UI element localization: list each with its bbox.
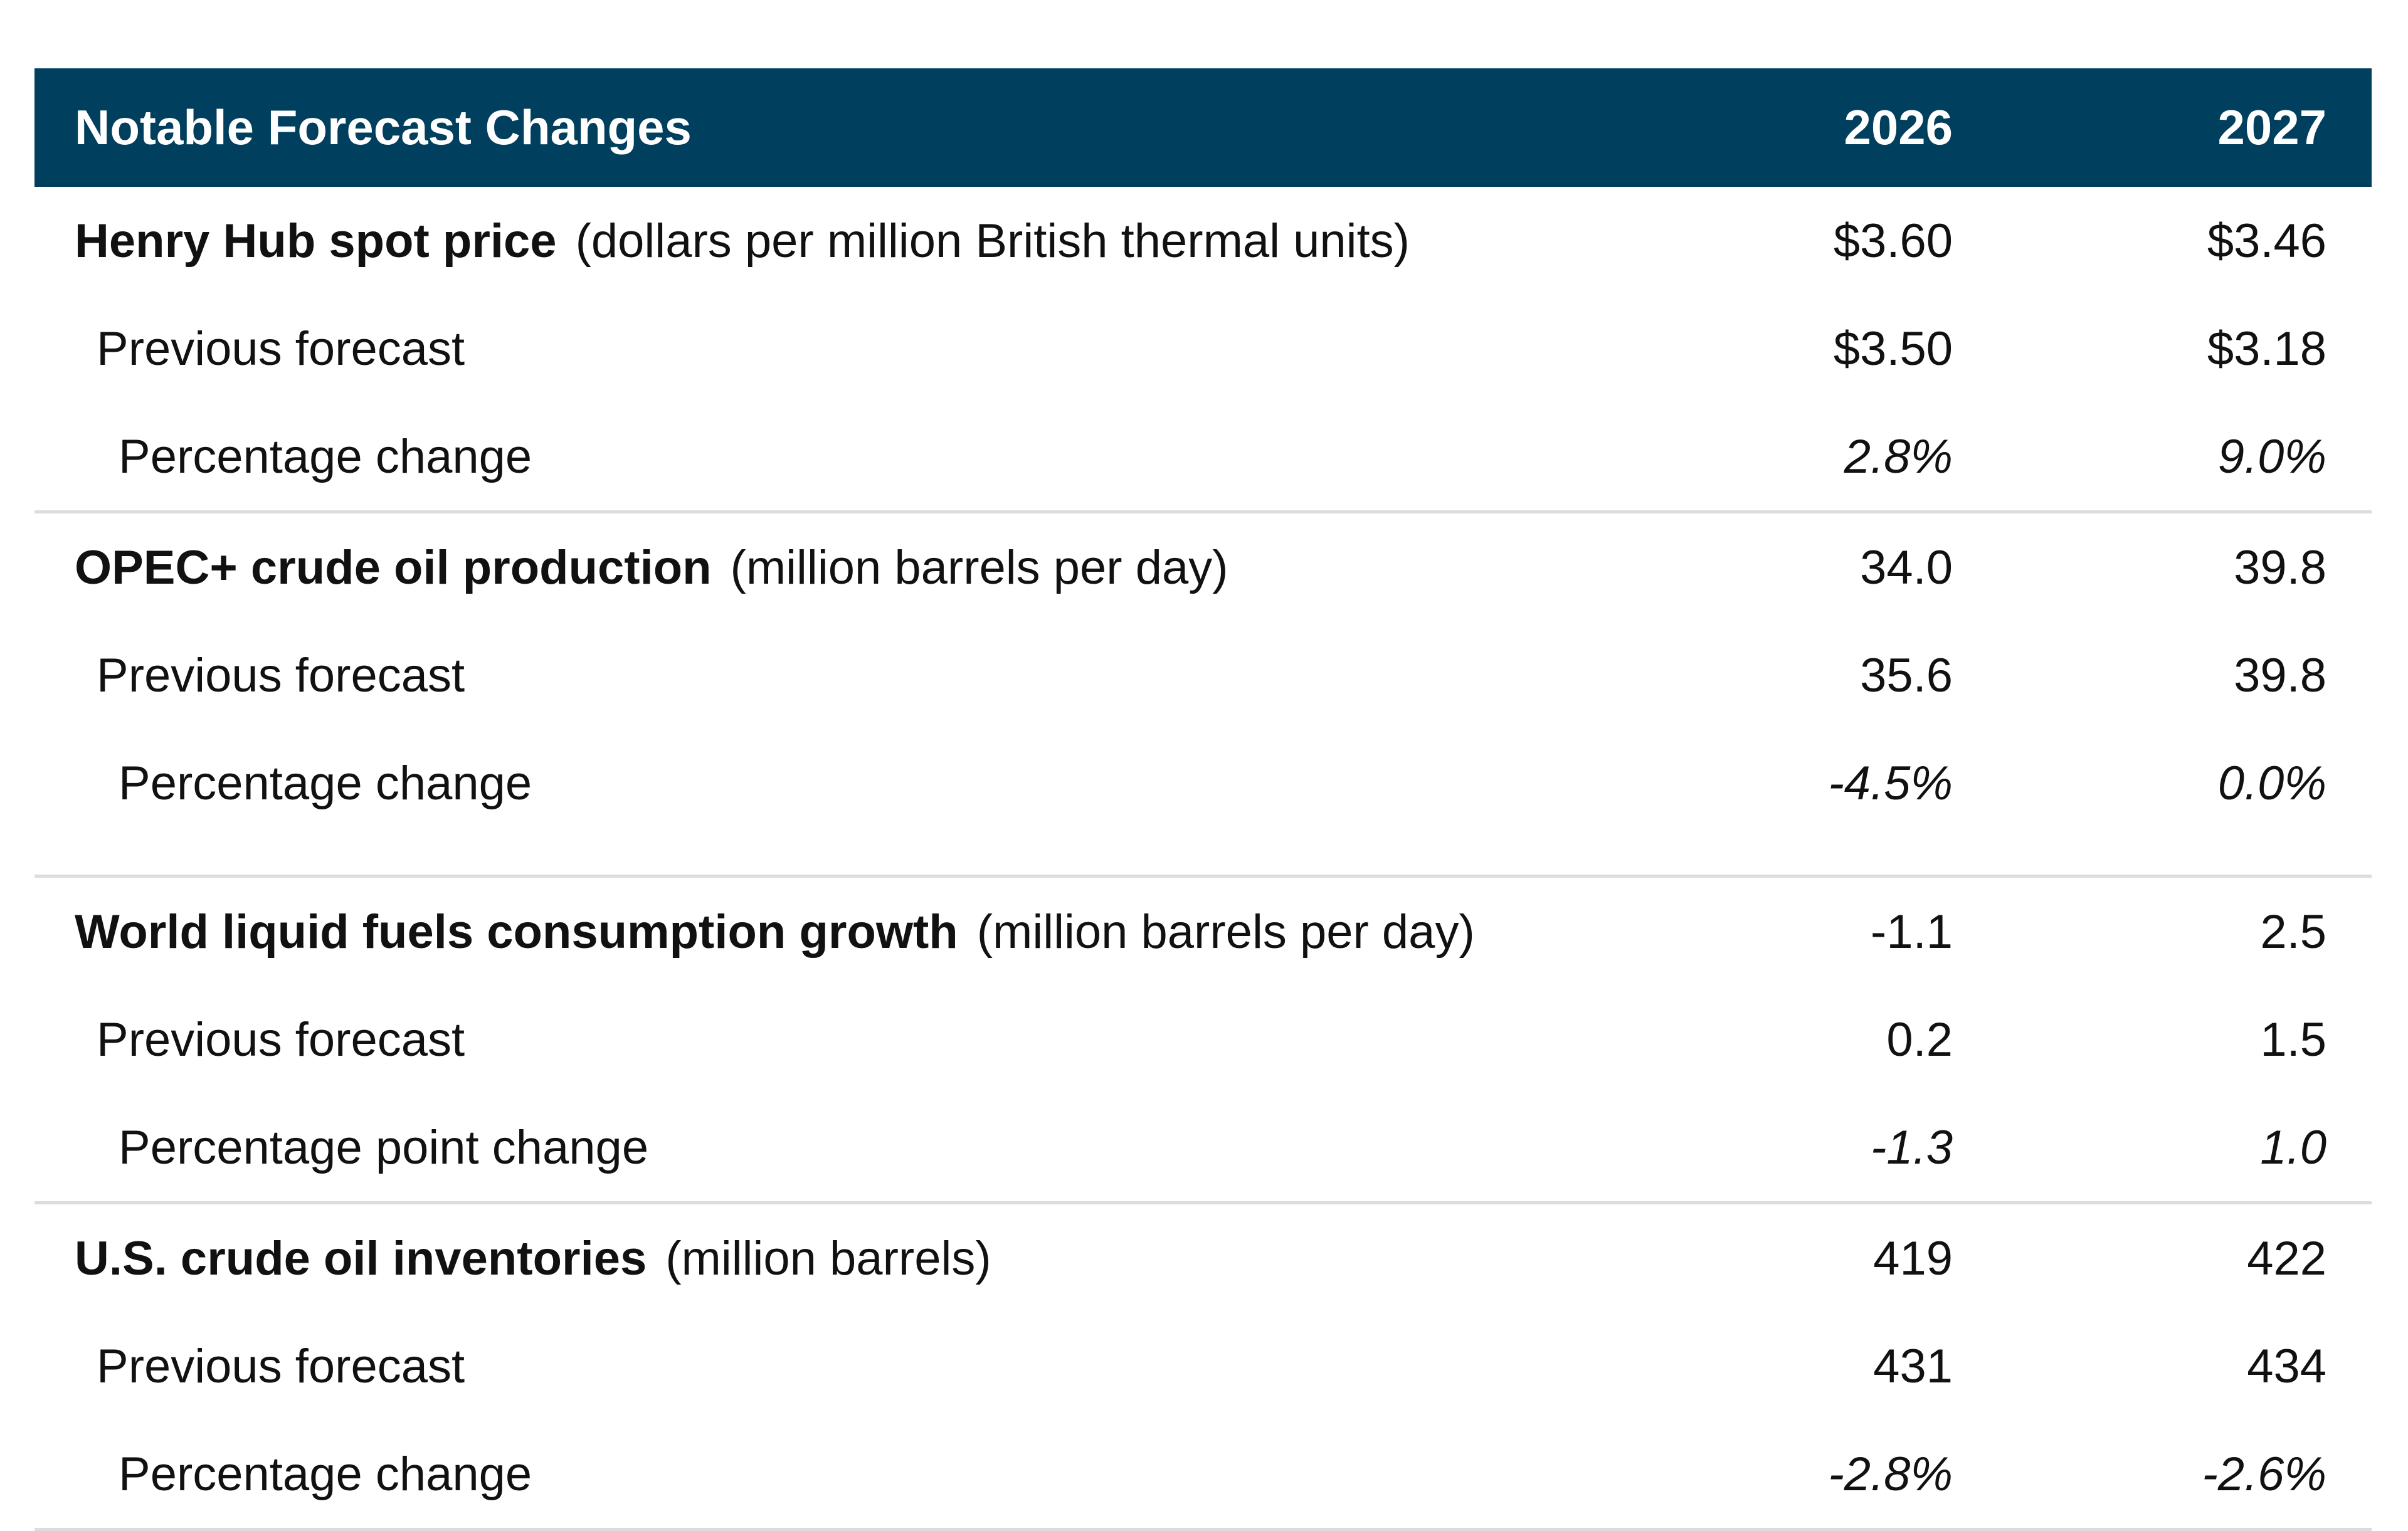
value-cell: 0.2 [1886,1013,1953,1066]
sub-row: Previous forecast 0.2 1.5 [34,986,2372,1093]
row-group: OPEC+ crude oil production (million barre… [34,512,2372,876]
sub-row: Percentage change 2.8% 9.0% [34,402,2372,512]
group-unit: (million barrels per day) [976,905,1475,959]
row-label: Percentage change [119,1447,532,1501]
value-cell: -1.3 [1871,1120,1953,1174]
row-group: U.S. crude oil inventories (million barre… [34,1203,2372,1530]
group-label-cell: OPEC+ crude oil production (million barre… [34,512,1576,622]
row-label: Percentage point change [119,1120,649,1174]
row-label: Percentage change [119,756,532,810]
table-header: Notable Forecast Changes 2026 2027 [34,68,2372,187]
value-cell: -2.8% [1828,1447,1953,1501]
value-cell: 434 [2247,1339,2326,1393]
value-cell: -2.6% [2202,1447,2326,1501]
value-cell: 2.8% [1844,429,1953,483]
group-label-cell: World liquid fuels consumption growth (mi… [34,876,1576,986]
value-cell: $3.50 [1833,322,1953,376]
sub-row: Previous forecast $3.50 $3.18 [34,295,2372,402]
value-cell: 34.0 [1860,540,1953,594]
group-unit: (million barrels per day) [730,540,1228,594]
value-cell: 1.5 [2260,1013,2326,1066]
row-group: Henry Hub spot price (dollars per million… [34,187,2372,512]
sub-row: Percentage change -4.5% 0.0% [34,729,2372,876]
value-cell: 39.8 [2234,540,2326,594]
row-group: World liquid fuels consumption growth (mi… [34,876,2372,1203]
value-cell: $3.18 [2207,322,2326,376]
value-cell: 35.6 [1860,648,1953,702]
sub-row: Previous forecast 35.6 39.8 [34,621,2372,729]
group-name: U.S. crude oil inventories [75,1231,647,1285]
value-cell: -4.5% [1828,756,1953,810]
forecast-table: Notable Forecast Changes 2026 2027 Henry… [34,68,2372,1531]
forecast-table-container: Notable Forecast Changes 2026 2027 Henry… [34,68,2372,1531]
header-row: Notable Forecast Changes 2026 2027 [34,68,2372,187]
value-cell: $3.46 [2207,214,2326,268]
value-cell: 39.8 [2234,648,2326,702]
group-unit: (dollars per million British thermal uni… [575,214,1410,268]
value-cell: 419 [1873,1231,1953,1285]
value-cell: 431 [1873,1339,1953,1393]
row-label: Percentage change [119,429,532,483]
group-row: U.S. crude oil inventories (million barre… [34,1203,2372,1313]
value-cell: 1.0 [2260,1120,2326,1174]
year-header: 2027 [1953,68,2372,187]
value-cell: -1.1 [1871,905,1953,959]
group-row: Henry Hub spot price (dollars per million… [34,187,2372,295]
year-header: 2026 [1576,68,1953,187]
value-cell: 422 [2247,1231,2326,1285]
group-label-cell: U.S. crude oil inventories (million barre… [34,1203,1576,1313]
value-cell: 9.0% [2217,429,2326,483]
sub-row: Percentage change -2.8% -2.6% [34,1420,2372,1530]
value-cell: $3.60 [1833,214,1953,268]
sub-row: Previous forecast 431 434 [34,1312,2372,1420]
row-label: Previous forecast [97,322,465,376]
row-label: Previous forecast [97,1013,465,1066]
group-unit: (million barrels) [665,1231,991,1285]
row-label: Previous forecast [97,1339,465,1393]
group-row: OPEC+ crude oil production (million barre… [34,512,2372,622]
group-name: World liquid fuels consumption growth [75,905,958,959]
sub-row: Percentage point change -1.3 1.0 [34,1093,2372,1203]
value-cell: 0.0% [2217,756,2326,810]
row-label: Previous forecast [97,648,465,702]
value-cell: 2.5 [2260,905,2326,959]
table-title: Notable Forecast Changes [34,68,1576,187]
group-name: OPEC+ crude oil production [75,540,712,594]
group-name: Henry Hub spot price [75,214,557,268]
group-label-cell: Henry Hub spot price (dollars per million… [34,187,1576,295]
group-row: World liquid fuels consumption growth (mi… [34,876,2372,986]
